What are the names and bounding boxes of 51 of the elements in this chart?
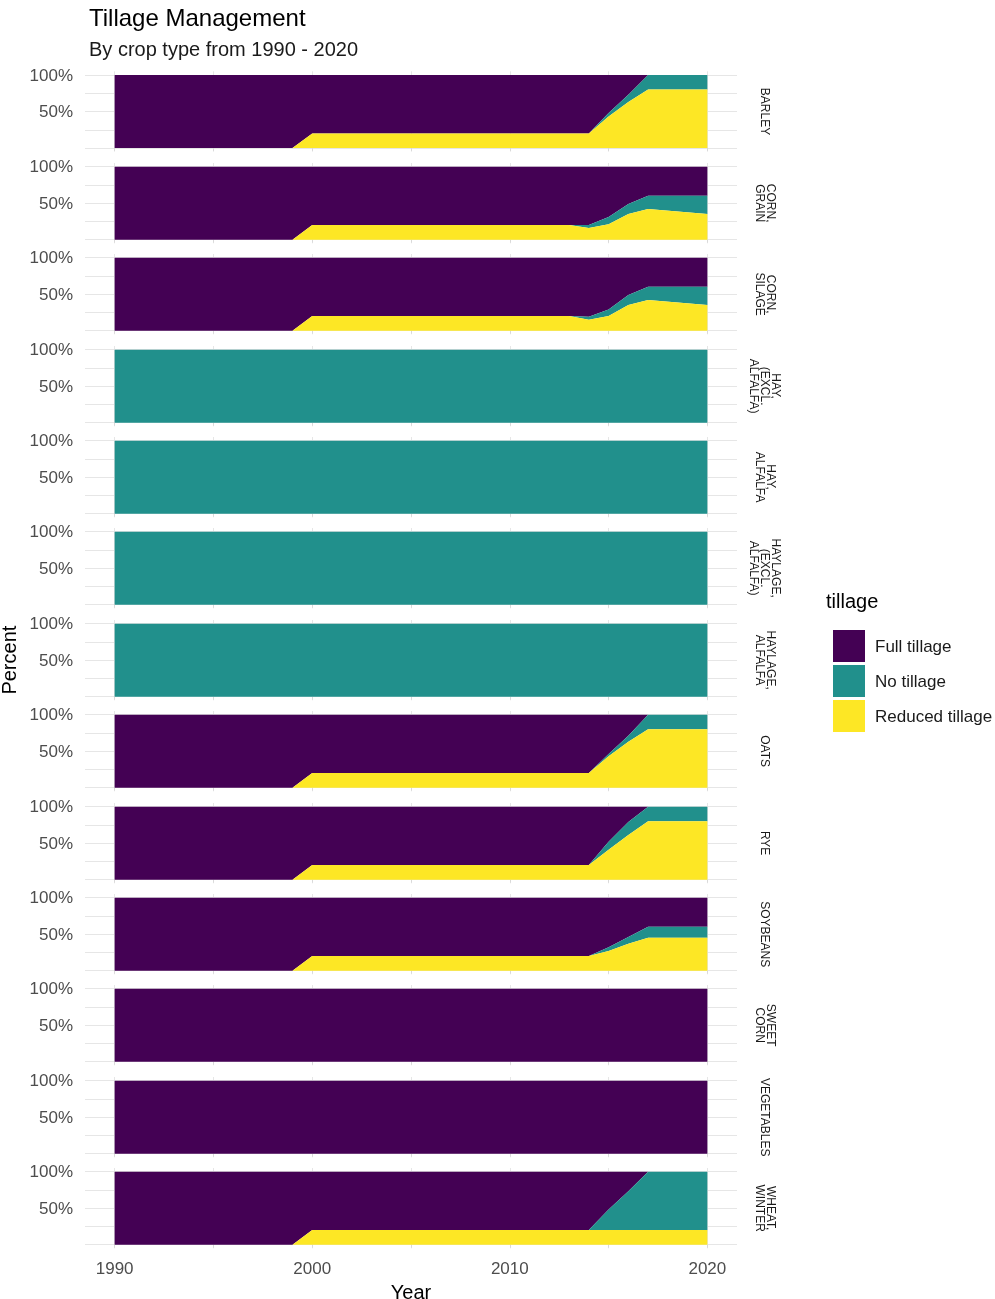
y-tick-label: 50% xyxy=(38,376,73,396)
text: SOYBEANS xyxy=(758,901,772,968)
y-tick-label: 50% xyxy=(38,193,73,213)
x-tick-label: 1990 xyxy=(95,1259,134,1279)
y-tick-label: 100% xyxy=(29,248,73,268)
y-tick-label: 100% xyxy=(29,65,73,85)
y-axis-title: Percent xyxy=(0,625,20,695)
text: WHEAT, WINTER xyxy=(752,1184,778,1233)
x-tick-label: 2000 xyxy=(293,1259,332,1279)
y-tick-label: 50% xyxy=(38,833,73,853)
chart-title: Tillage Management xyxy=(89,3,306,31)
text: HAYLAGE, ALFALFA xyxy=(752,630,778,690)
text: HAYLAGE, (EXCL. ALFALFA) xyxy=(747,538,783,599)
y-tick-label: 100% xyxy=(29,431,73,451)
text: HAY, ALFALFA xyxy=(752,451,778,503)
y-tick-label: 50% xyxy=(38,924,73,944)
y-tick-label: 100% xyxy=(29,339,73,359)
y-tick-label: 100% xyxy=(29,705,73,725)
y-tick-label: 50% xyxy=(38,467,73,487)
text: CORN, GRAIN xyxy=(752,183,778,223)
y-tick-label: 100% xyxy=(29,1070,73,1090)
y-tick-label: 100% xyxy=(29,1162,73,1182)
y-tick-label: 100% xyxy=(29,156,73,176)
text: CORN, SILAGE xyxy=(752,272,778,316)
x-axis-title: Year xyxy=(390,1281,432,1299)
text: VEGETABLES xyxy=(758,1077,772,1157)
text: OATS xyxy=(758,735,772,768)
legend-label: Full tillage xyxy=(875,636,952,656)
y-tick-label: 100% xyxy=(29,613,73,633)
legend-title: tillage xyxy=(826,590,879,613)
x-tick-label: 2020 xyxy=(688,1259,727,1279)
y-tick-label: 50% xyxy=(38,1198,73,1218)
y-tick-label: 50% xyxy=(38,558,73,578)
y-tick-label: 50% xyxy=(38,102,73,121)
chart-subtitle: By crop type from 1990 - 2020 xyxy=(89,38,359,60)
y-tick-label: 100% xyxy=(29,979,73,999)
y-tick-label: 100% xyxy=(29,888,73,908)
legend-label: Reduced tillage xyxy=(875,706,993,726)
y-tick-label: 50% xyxy=(38,284,73,304)
text: SWEET CORN xyxy=(752,1004,778,1048)
text: BARLEY xyxy=(758,87,772,136)
text: RYE xyxy=(758,830,772,855)
y-tick-label: 100% xyxy=(29,796,73,816)
y-tick-label: 50% xyxy=(38,741,73,761)
legend-label: No tillage xyxy=(875,671,946,691)
y-tick-label: 50% xyxy=(38,650,73,670)
y-tick-label: 50% xyxy=(38,1107,73,1127)
y-tick-label: 50% xyxy=(38,1015,73,1035)
text: HAY, (EXCL. ALFALFA) xyxy=(747,358,783,414)
x-tick-label: 2010 xyxy=(490,1259,529,1279)
y-tick-label: 100% xyxy=(29,522,73,542)
